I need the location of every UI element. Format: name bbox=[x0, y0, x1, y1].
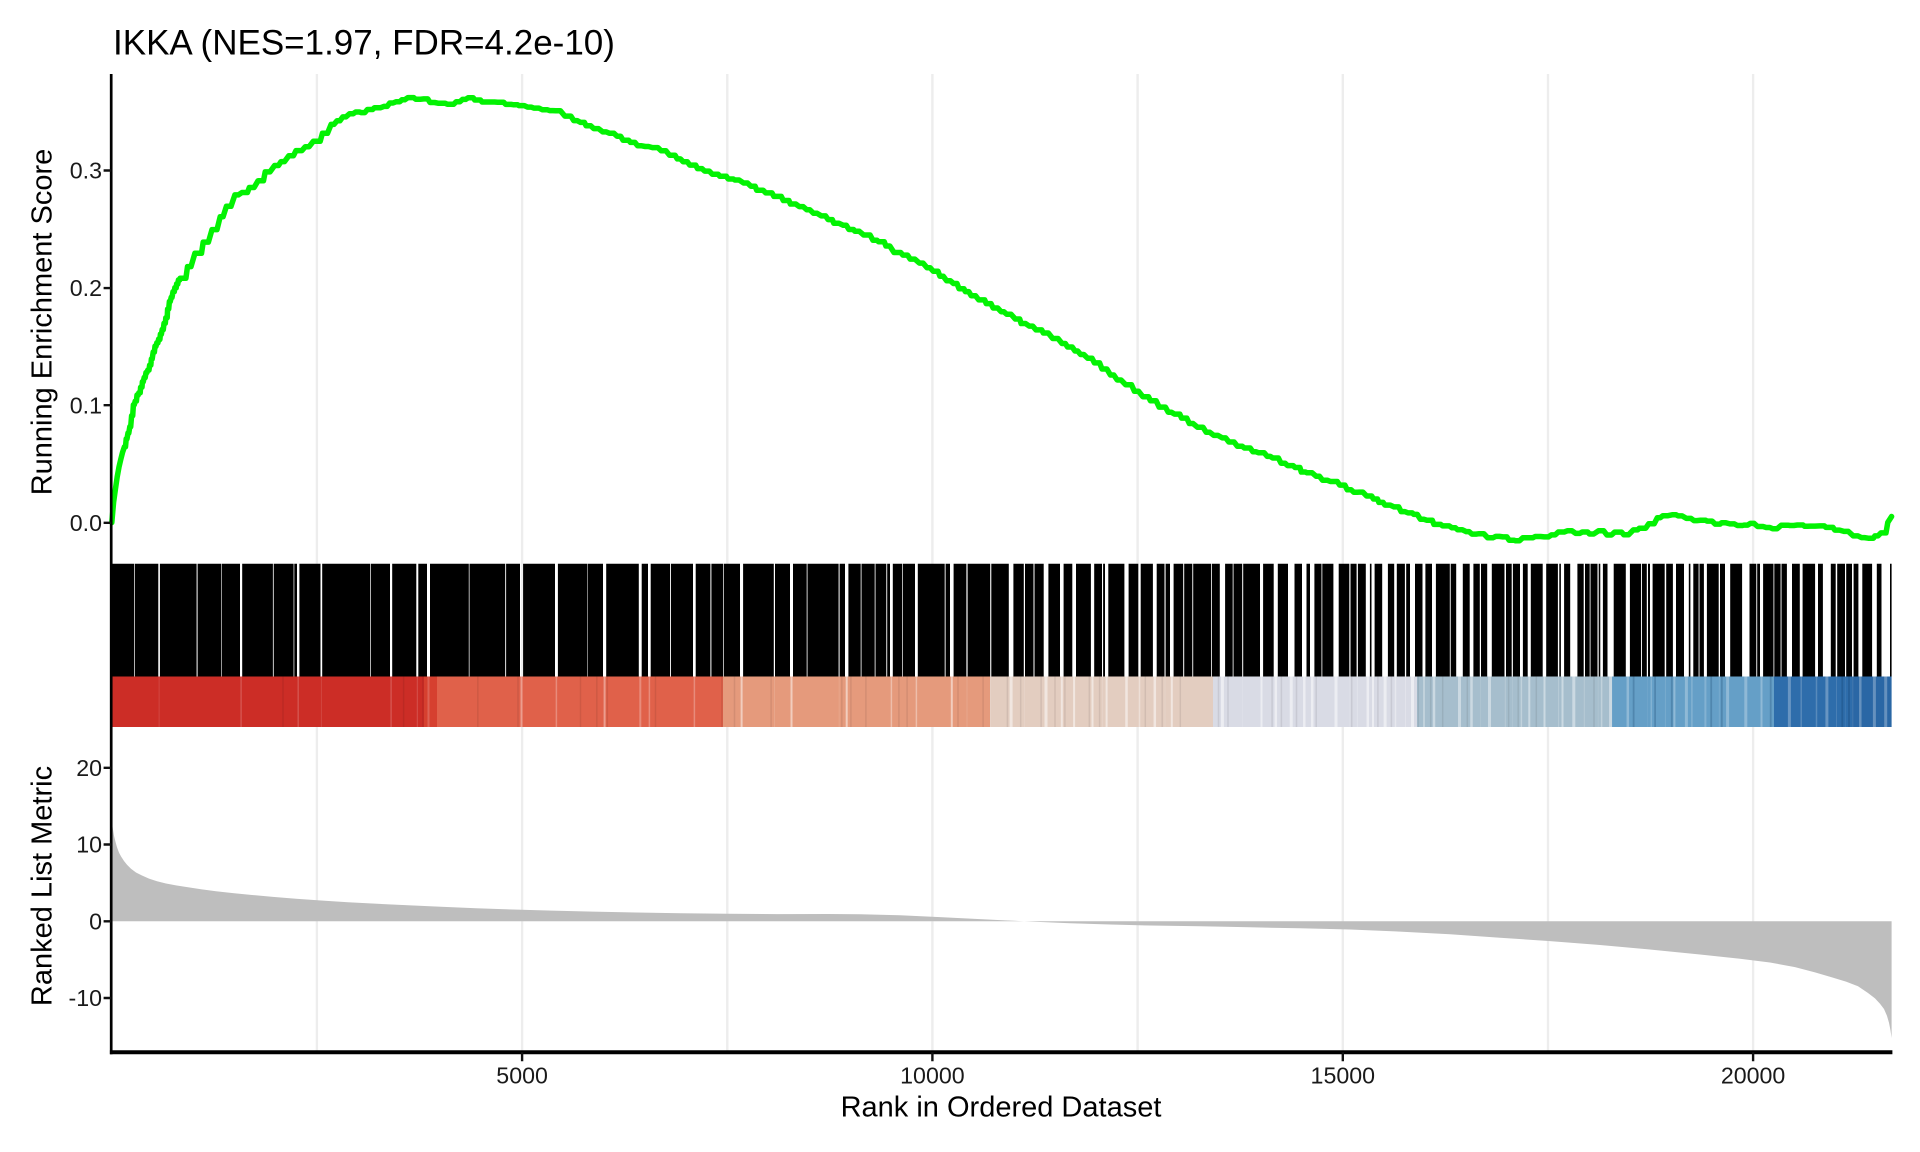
svg-text:10000: 10000 bbox=[900, 1062, 964, 1088]
svg-text:0.1: 0.1 bbox=[70, 392, 102, 418]
svg-text:Rank in Ordered Dataset: Rank in Ordered Dataset bbox=[841, 1092, 1162, 1124]
svg-text:Ranked List Metric: Ranked List Metric bbox=[27, 766, 59, 1006]
svg-text:0.2: 0.2 bbox=[70, 275, 102, 301]
svg-text:-10: -10 bbox=[68, 985, 102, 1011]
svg-text:0.3: 0.3 bbox=[70, 158, 102, 184]
svg-text:0.0: 0.0 bbox=[70, 510, 102, 536]
svg-text:Running Enrichment Score: Running Enrichment Score bbox=[27, 149, 59, 496]
svg-text:15000: 15000 bbox=[1311, 1062, 1375, 1088]
svg-text:5000: 5000 bbox=[496, 1062, 548, 1088]
svg-text:0: 0 bbox=[89, 908, 102, 934]
svg-text:20: 20 bbox=[76, 755, 102, 781]
svg-text:20000: 20000 bbox=[1721, 1062, 1785, 1088]
svg-text:IKKA (NES=1.97, FDR=4.2e-10): IKKA (NES=1.97, FDR=4.2e-10) bbox=[113, 24, 615, 63]
svg-text:10: 10 bbox=[76, 832, 102, 858]
